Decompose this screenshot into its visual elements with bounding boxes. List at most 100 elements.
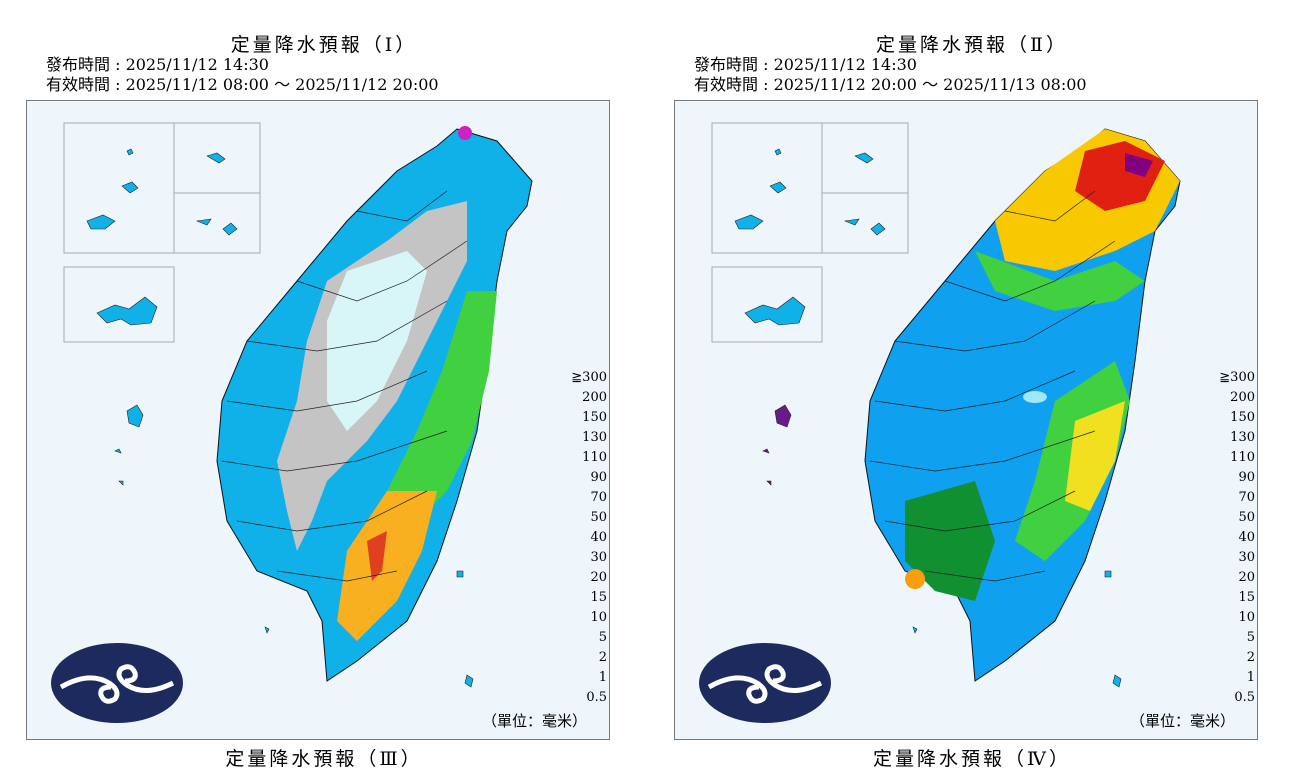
matsu-islands — [86, 148, 238, 236]
legend-label: ≧300 — [1219, 370, 1255, 385]
qpf-panel-1: 定量降水預報（Ⅰ） 發布時間 : 2025/11/12 14:30 有效時間 :… — [26, 34, 610, 770]
east-yellow-area — [1065, 401, 1125, 511]
penghu-islands — [762, 404, 792, 486]
legend-label: 15 — [590, 590, 607, 605]
unit-label: （單位：毫米） — [1129, 712, 1235, 730]
lanyu-islands — [912, 570, 1122, 688]
legend-swatch — [1257, 437, 1258, 457]
legend-swatch — [1257, 477, 1258, 497]
legend-swatch — [609, 357, 610, 377]
legend-swatch — [1257, 537, 1258, 557]
legend-swatch — [609, 377, 610, 397]
legend-label: 40 — [1238, 530, 1255, 545]
legend-swatch — [1257, 377, 1258, 397]
east-green-band — [387, 291, 497, 521]
legend-label: 5 — [598, 630, 607, 645]
legend-label: 2 — [598, 650, 607, 665]
legend-swatch — [1257, 697, 1258, 717]
taiwan-map — [63, 122, 533, 688]
legend-swatch — [609, 397, 610, 417]
legend-label: 1 — [1246, 670, 1255, 685]
legend-swatch — [1257, 577, 1258, 597]
legend-label: 10 — [590, 610, 607, 625]
valid-time: 有效時間 : 2025/11/12 08:00 ～ 2025/11/12 20:… — [46, 75, 439, 94]
legend-swatch — [609, 697, 610, 717]
legend-swatch — [1257, 657, 1258, 677]
southeast-orange-area — [337, 491, 437, 641]
legend-label: 30 — [1238, 550, 1255, 565]
southwest-orange-spot — [905, 569, 925, 589]
panel-title: 定量降水預報（Ⅰ） — [230, 34, 418, 56]
south-green-area — [905, 481, 995, 601]
legend-swatch — [1257, 357, 1258, 377]
legend-label: 50 — [590, 510, 607, 525]
lanyu-islands — [264, 570, 474, 688]
rainfall-map: 0.5 1 2 5 10 15 20 30 40 50 70 90 110 130 150 200 ≧300 （… — [26, 100, 610, 740]
legend-label: 130 — [1230, 430, 1255, 445]
legend-swatch — [1257, 637, 1258, 657]
next-panel-title: 定量降水預報（Ⅳ） — [873, 748, 1071, 770]
legend-label: 40 — [590, 530, 607, 545]
legend-swatch — [609, 477, 610, 497]
legend-label: 130 — [582, 430, 607, 445]
legend-label: 110 — [1230, 450, 1255, 465]
legend-label: 30 — [590, 550, 607, 565]
next-panel-title: 定量降水預報（Ⅲ） — [225, 748, 423, 770]
legend-label: 70 — [590, 490, 607, 505]
legend-swatch — [1257, 557, 1258, 577]
rainfall-map: 0.5 1 2 5 10 15 20 30 40 50 70 90 110 130 150 200 ≧300 （… — [674, 100, 1258, 740]
southeast-red-core — [367, 531, 387, 581]
kinmen-island — [96, 296, 158, 326]
legend-label: 110 — [582, 450, 607, 465]
legend-swatch — [609, 437, 610, 457]
legend-swatch — [1257, 457, 1258, 477]
county-borders — [869, 190, 1116, 582]
qpf-panel-2: 定量降水預報（Ⅱ） 發布時間 : 2025/11/12 14:30 有效時間 :… — [648, 0, 1296, 774]
legend-swatch — [609, 637, 610, 657]
legend-label: 2 — [1246, 650, 1255, 665]
legend-swatch — [1257, 597, 1258, 617]
legend-label: 0.5 — [1234, 690, 1255, 705]
north-tip-heavy-rain — [458, 126, 472, 140]
legend-swatch — [1257, 617, 1258, 637]
taiwan-map — [711, 122, 1181, 688]
issue-time: 發布時間 : 2025/11/12 14:30 — [46, 55, 269, 74]
legend-swatch — [609, 577, 610, 597]
legend-label: 1 — [598, 670, 607, 685]
penghu-islands — [114, 404, 144, 486]
offshore-island-insets — [711, 122, 909, 343]
legend-swatch — [609, 417, 610, 437]
legend-swatch — [609, 557, 610, 577]
legend-label: 150 — [582, 410, 607, 425]
legend-label: 15 — [1238, 590, 1255, 605]
legend-swatch — [609, 457, 610, 477]
legend-swatch — [609, 657, 610, 677]
legend-label: 10 — [1238, 610, 1255, 625]
legend-label: 0.5 — [586, 690, 607, 705]
rainfall-legend: 0.5 1 2 5 10 15 20 30 40 50 70 90 110 130 150 200 ≧300 — [1219, 357, 1258, 739]
legend-swatch — [609, 537, 610, 557]
matsu-islands — [734, 148, 886, 236]
issue-time: 發布時間 : 2025/11/12 14:30 — [694, 55, 917, 74]
legend-label: 150 — [1230, 410, 1255, 425]
legend-swatch — [1257, 397, 1258, 417]
central-light-spot — [1023, 391, 1047, 403]
legend-swatch — [609, 677, 610, 697]
legend-label: 70 — [1238, 490, 1255, 505]
legend-label: 20 — [590, 570, 607, 585]
county-borders — [221, 190, 468, 582]
cwa-logo — [699, 643, 831, 723]
legend-swatch — [1257, 677, 1258, 697]
offshore-island-insets — [63, 122, 261, 343]
legend-swatch — [609, 517, 610, 537]
legend-label: 20 — [1238, 570, 1255, 585]
north-yellow-area — [995, 129, 1180, 271]
legend-swatch — [609, 617, 610, 637]
legend-label: 90 — [1238, 470, 1255, 485]
legend-label: 200 — [1230, 390, 1255, 405]
legend-swatch — [1257, 417, 1258, 437]
legend-swatch — [1257, 517, 1258, 537]
panel-title: 定量降水預報（Ⅱ） — [876, 34, 1068, 56]
legend-label: 50 — [1238, 510, 1255, 525]
unit-label: （單位：毫米） — [481, 712, 587, 730]
